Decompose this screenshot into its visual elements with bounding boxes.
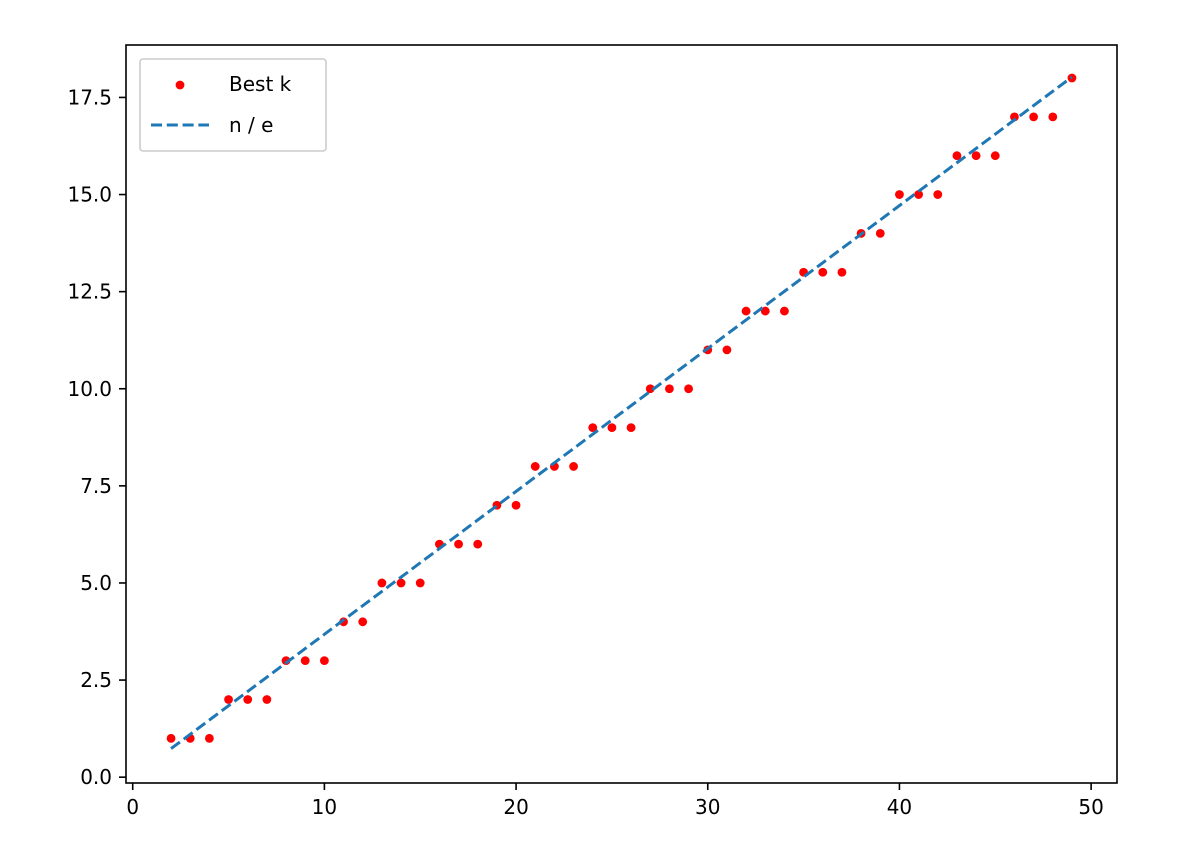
x-tick-label: 10: [312, 795, 337, 819]
scatter-point: [1010, 112, 1019, 122]
scatter-point: [511, 500, 521, 510]
x-tick-label: 0: [126, 795, 139, 819]
series-line-n-over-e: [170, 75, 1073, 750]
x-tick-label: 50: [1078, 795, 1103, 819]
scatter-point: [588, 423, 598, 432]
scatter-point: [722, 345, 732, 355]
scatter-point: [607, 423, 617, 432]
scatter-point: [933, 190, 943, 199]
x-tick-label: 30: [695, 795, 720, 819]
scatter-point: [166, 733, 176, 743]
series-layer: [166, 73, 1077, 750]
y-tick-label: 10.0: [67, 377, 112, 401]
legend-label-n-over-e: n / e: [229, 113, 273, 137]
scatter-point: [262, 695, 272, 704]
scatter-point: [569, 462, 578, 471]
y-axis: 0.0 2.5 5.0 7.5 10.0 12.5 15.0 17.5: [67, 85, 126, 789]
x-axis: 0 10 20 30 40 50: [126, 783, 1104, 819]
scatter-point: [204, 733, 214, 743]
x-tick-label: 40: [887, 795, 912, 819]
y-tick-label: 5.0: [80, 571, 112, 595]
scatter-point: [415, 578, 425, 588]
scatter-point: [645, 384, 655, 394]
y-tick-label: 0.0: [80, 765, 112, 789]
scatter-point: [300, 656, 310, 666]
scatter-point: [971, 151, 981, 161]
scatter-point: [818, 267, 828, 277]
legend: Best k n / e: [139, 58, 327, 152]
scatter-point: [684, 384, 693, 394]
scatter-point: [319, 656, 329, 666]
scatter-point: [665, 384, 674, 394]
legend-label-best-k: Best k: [229, 72, 292, 96]
scatter-point: [396, 578, 406, 588]
scatter-point: [780, 306, 789, 316]
scatter-point: [224, 695, 233, 704]
scatter-point: [1029, 112, 1039, 122]
y-tick-label: 12.5: [67, 280, 112, 304]
plot-frame: [125, 44, 1118, 784]
y-tick-label: 15.0: [67, 183, 112, 207]
scatter-point: [895, 190, 904, 199]
x-tick-label: 20: [503, 795, 528, 819]
scatter-point: [914, 190, 924, 199]
scatter-point: [377, 578, 387, 588]
scatter-point: [741, 306, 751, 316]
scatter-point: [454, 539, 463, 549]
y-tick-label: 2.5: [80, 668, 112, 692]
scatter-point: [990, 151, 1000, 161]
scatter-point: [875, 228, 885, 238]
y-tick-label: 7.5: [80, 474, 112, 498]
scatter-point: [1048, 112, 1058, 122]
scatter-point: [626, 423, 636, 432]
y-tick-label: 17.5: [67, 85, 112, 109]
legend-box: [139, 58, 327, 152]
scatter-point: [243, 695, 253, 704]
scatter-point: [837, 267, 847, 277]
scatter-point: [473, 539, 483, 549]
legend-marker-best-k: [175, 80, 185, 90]
scatter-point: [358, 617, 368, 627]
scatter-point: [530, 462, 540, 471]
scatter-point: [952, 151, 962, 161]
